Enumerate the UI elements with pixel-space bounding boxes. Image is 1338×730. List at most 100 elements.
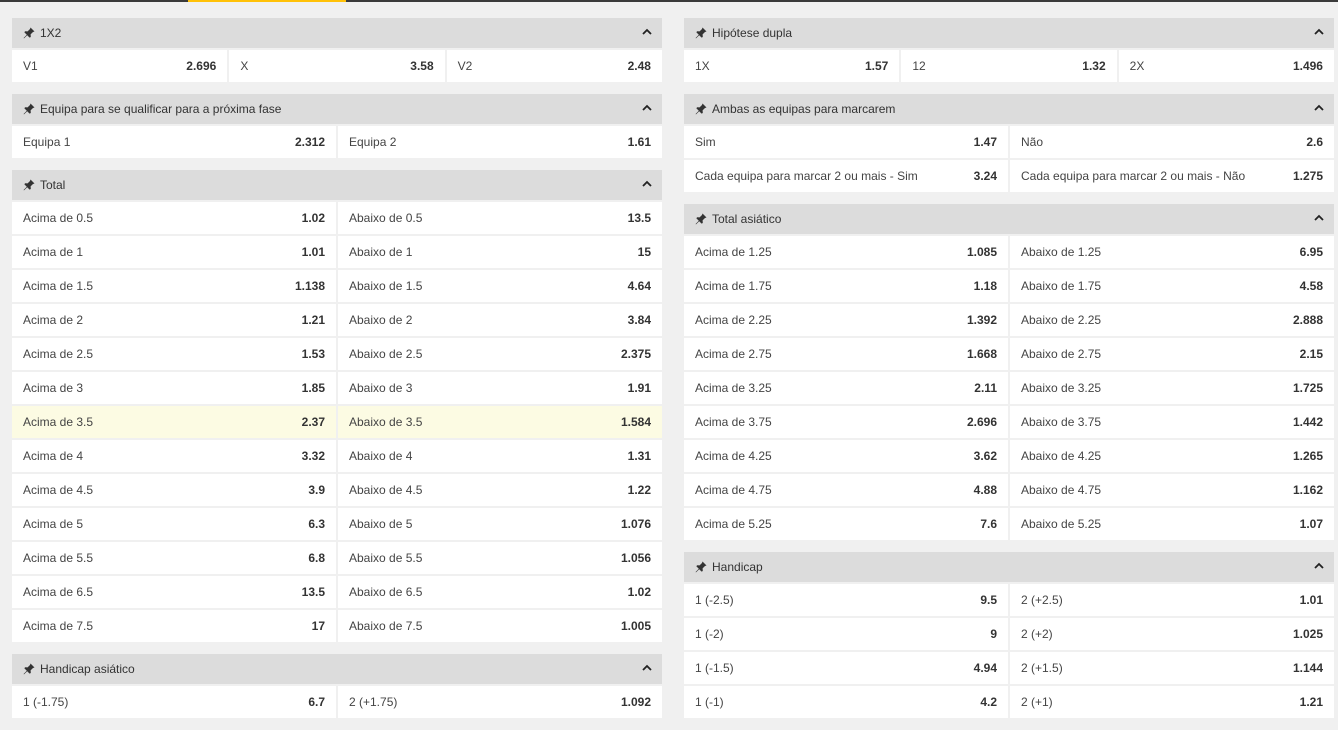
market-header[interactable]: Handicap: [684, 552, 1334, 582]
odds-button[interactable]: Acima de 3.25 2.11: [684, 372, 1008, 404]
odds-button[interactable]: Equipa 1 2.312: [12, 126, 336, 158]
outcome-label: Acima de 7.5: [23, 619, 94, 633]
chevron-up-icon[interactable]: [1313, 102, 1325, 114]
odds-button[interactable]: Abaixo de 1.75 4.58: [1010, 270, 1334, 302]
odds-button[interactable]: Abaixo de 0.5 13.5: [338, 202, 662, 234]
odds-button[interactable]: Abaixo de 5.25 1.07: [1010, 508, 1334, 540]
pin-icon[interactable]: [694, 26, 708, 40]
odds-button[interactable]: Abaixo de 2.75 2.15: [1010, 338, 1334, 370]
odds-button[interactable]: 1 (-2) 9: [684, 618, 1008, 650]
odds-button[interactable]: Abaixo de 3 1.91: [338, 372, 662, 404]
odds-button[interactable]: Abaixo de 1 15: [338, 236, 662, 268]
market-header[interactable]: Total asiático: [684, 204, 1334, 234]
market-header[interactable]: Total: [12, 170, 662, 200]
odds-button[interactable]: Abaixo de 6.5 1.02: [338, 576, 662, 608]
odds-button[interactable]: Acima de 3.5 2.37: [12, 406, 336, 438]
market-header[interactable]: Ambas as equipas para marcarem: [684, 94, 1334, 124]
odds-button[interactable]: Abaixo de 1.25 6.95: [1010, 236, 1334, 268]
odds-button[interactable]: Cada equipa para marcar 2 ou mais - Não 1…: [1010, 160, 1334, 192]
odds-button[interactable]: 1 (-1.5) 4.94: [684, 652, 1008, 684]
odds-button[interactable]: Acima de 2.75 1.668: [684, 338, 1008, 370]
odds-button[interactable]: Abaixo de 4.5 1.22: [338, 474, 662, 506]
odds-button[interactable]: 1 (-1) 4.2: [684, 686, 1008, 718]
pin-icon[interactable]: [694, 102, 708, 116]
odds-button[interactable]: Acima de 7.5 17: [12, 610, 336, 642]
odds-button[interactable]: 1 (-1.75) 6.7: [12, 686, 336, 718]
chevron-up-icon[interactable]: [1313, 212, 1325, 224]
odds-button[interactable]: Abaixo de 5 1.076: [338, 508, 662, 540]
market-header[interactable]: Hipótese dupla: [684, 18, 1334, 48]
odds-button[interactable]: Abaixo de 7.5 1.005: [338, 610, 662, 642]
odds-button[interactable]: Acima de 4.75 4.88: [684, 474, 1008, 506]
odds-button[interactable]: Acima de 5 6.3: [12, 508, 336, 540]
odds-button[interactable]: Equipa 2 1.61: [338, 126, 662, 158]
odds-button[interactable]: V1 2.696: [12, 50, 228, 82]
odds-button[interactable]: Abaixo de 4 1.31: [338, 440, 662, 472]
odds-button[interactable]: 2X 1.496: [1118, 50, 1334, 82]
odds-button[interactable]: Acima de 4.25 3.62: [684, 440, 1008, 472]
market-header[interactable]: Equipa para se qualificar para a próxima…: [12, 94, 662, 124]
odds-button[interactable]: Sim 1.47: [684, 126, 1008, 158]
odds-button[interactable]: Abaixo de 5.5 1.056: [338, 542, 662, 574]
odds-value: 3.84: [627, 313, 651, 327]
odds-value: 3.62: [973, 449, 997, 463]
odds-button[interactable]: Abaixo de 2 3.84: [338, 304, 662, 336]
chevron-up-icon[interactable]: [1313, 26, 1325, 38]
odds-button[interactable]: Abaixo de 3.75 1.442: [1010, 406, 1334, 438]
chevron-up-icon[interactable]: [641, 662, 653, 674]
chevron-up-icon[interactable]: [641, 26, 653, 38]
odds-button[interactable]: 1X 1.57: [684, 50, 900, 82]
odds-button[interactable]: Acima de 4 3.32: [12, 440, 336, 472]
odds-button[interactable]: Acima de 5.25 7.6: [684, 508, 1008, 540]
odds-value: 1.392: [966, 313, 997, 327]
pin-icon[interactable]: [694, 560, 708, 574]
odds-button[interactable]: Acima de 1.5 1.138: [12, 270, 336, 302]
market-equipa-para-se-qualificar-para-a-proxima-fase: Equipa para se qualificar para a próxima…: [12, 94, 662, 158]
odds-button[interactable]: Não 2.6: [1010, 126, 1334, 158]
chevron-up-icon[interactable]: [641, 102, 653, 114]
odds-button[interactable]: Acima de 2.25 1.392: [684, 304, 1008, 336]
odds-button[interactable]: Cada equipa para marcar 2 ou mais - Sim 3…: [684, 160, 1008, 192]
outcome-label: 1 (-1.75): [23, 695, 69, 709]
odds-button[interactable]: Acima de 4.5 3.9: [12, 474, 336, 506]
odds-button[interactable]: Abaixo de 3.5 1.584: [338, 406, 662, 438]
odds-button[interactable]: Acima de 0.5 1.02: [12, 202, 336, 234]
odds-button[interactable]: 2 (+2.5) 1.01: [1010, 584, 1334, 616]
odds-button[interactable]: 12 1.32: [901, 50, 1117, 82]
odds-button[interactable]: 2 (+2) 1.025: [1010, 618, 1334, 650]
odds-button[interactable]: Abaixo de 4.75 1.162: [1010, 474, 1334, 506]
odds-button[interactable]: Abaixo de 2.5 2.375: [338, 338, 662, 370]
odds-button[interactable]: Abaixo de 1.5 4.64: [338, 270, 662, 302]
odds-button[interactable]: Abaixo de 4.25 1.265: [1010, 440, 1334, 472]
odds-button[interactable]: V2 2.48: [446, 50, 662, 82]
odds-button[interactable]: 2 (+1) 1.21: [1010, 686, 1334, 718]
pin-icon[interactable]: [22, 26, 36, 40]
chevron-up-icon[interactable]: [641, 178, 653, 190]
outcome-label: Abaixo de 5.25: [1021, 517, 1102, 531]
odds-button[interactable]: Acima de 1.75 1.18: [684, 270, 1008, 302]
odds-button[interactable]: Abaixo de 3.25 1.725: [1010, 372, 1334, 404]
odds-button[interactable]: Acima de 1 1.01: [12, 236, 336, 268]
outcome-label: X: [240, 59, 249, 73]
odds-button[interactable]: 2 (+1.5) 1.144: [1010, 652, 1334, 684]
odds-button[interactable]: 1 (-2.5) 9.5: [684, 584, 1008, 616]
odds-button[interactable]: Acima de 2 1.21: [12, 304, 336, 336]
odds-button[interactable]: X 3.58: [229, 50, 445, 82]
odds-button[interactable]: Acima de 5.5 6.8: [12, 542, 336, 574]
pin-icon[interactable]: [694, 212, 708, 226]
market-header[interactable]: 1X2: [12, 18, 662, 48]
odds-value: 1.02: [627, 585, 651, 599]
odds-button[interactable]: Acima de 6.5 13.5: [12, 576, 336, 608]
outcome-label: Abaixo de 2: [349, 313, 413, 327]
pin-icon[interactable]: [22, 662, 36, 676]
odds-button[interactable]: Acima de 2.5 1.53: [12, 338, 336, 370]
pin-icon[interactable]: [22, 102, 36, 116]
odds-button[interactable]: Acima de 3.75 2.696: [684, 406, 1008, 438]
odds-button[interactable]: Acima de 3 1.85: [12, 372, 336, 404]
odds-button[interactable]: 2 (+1.75) 1.092: [338, 686, 662, 718]
odds-button[interactable]: Acima de 1.25 1.085: [684, 236, 1008, 268]
market-header[interactable]: Handicap asiático: [12, 654, 662, 684]
chevron-up-icon[interactable]: [1313, 560, 1325, 572]
odds-button[interactable]: Abaixo de 2.25 2.888: [1010, 304, 1334, 336]
pin-icon[interactable]: [22, 178, 36, 192]
